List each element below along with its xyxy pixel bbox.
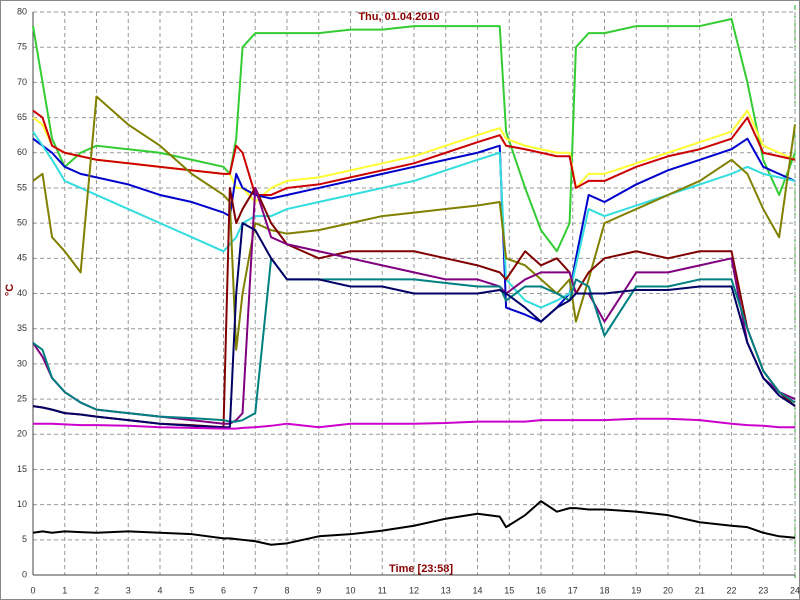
x-tick-label: 15 [504, 585, 514, 595]
y-tick-label: 55 [17, 182, 27, 192]
x-tick-label: 23 [758, 585, 768, 595]
y-tick-label: 75 [17, 42, 27, 52]
y-tick-label: 40 [17, 288, 27, 298]
x-tick-label: 11 [378, 585, 387, 595]
series-line [32, 137, 796, 323]
series-line [32, 18, 796, 253]
x-tick-label: 17 [568, 585, 578, 595]
y-tick-label: 45 [17, 253, 27, 263]
x-tick-label: 2 [94, 585, 99, 595]
x-tick-label: 3 [126, 585, 131, 595]
x-tick-label: 21 [695, 585, 705, 595]
series-line [32, 257, 796, 423]
y-tick-label: 20 [17, 429, 27, 439]
y-tick-label: 60 [17, 147, 27, 157]
x-tick-label: 19 [631, 585, 641, 595]
x-tick-label: 6 [221, 585, 226, 595]
x-tick-label: 0 [30, 585, 35, 595]
y-tick-label: 10 [17, 499, 27, 509]
y-tick-label: 70 [17, 77, 27, 87]
x-tick-label: 18 [599, 585, 609, 595]
x-tick-label: 4 [157, 585, 162, 595]
x-axis-label: Time [23:58] [389, 563, 453, 575]
x-tick-label: 22 [726, 585, 736, 595]
series-line [32, 95, 796, 351]
y-tick-label: 0 [22, 569, 27, 579]
x-tick-label: 14 [472, 585, 482, 595]
chart-title: Thu, 01.04.2010 [358, 11, 439, 23]
y-tick-label: 35 [17, 323, 27, 333]
x-tick-label: 13 [441, 585, 451, 595]
x-tick-label: 9 [316, 585, 321, 595]
y-tick-label: 5 [22, 534, 27, 544]
y-tick-label: 80 [17, 6, 27, 16]
series-line [32, 131, 796, 309]
y-tick-label: 25 [17, 393, 27, 403]
x-tick-label: 10 [345, 585, 355, 595]
series-line [32, 222, 796, 429]
series-line [32, 500, 796, 546]
x-tick-label: 5 [189, 585, 194, 595]
y-tick-label: 30 [17, 358, 27, 368]
x-tick-label: 20 [663, 585, 673, 595]
x-tick-label: 12 [409, 585, 419, 595]
y-tick-label: 65 [17, 112, 27, 122]
x-tick-label: 24 [790, 585, 800, 595]
x-tick-label: 1 [62, 585, 67, 595]
x-tick-label: 7 [253, 585, 258, 595]
x-tick-label: 8 [284, 585, 289, 595]
y-tick-label: 15 [17, 464, 27, 474]
y-tick-label: 50 [17, 218, 27, 228]
x-tick-label: 16 [536, 585, 546, 595]
series-line [32, 109, 796, 196]
y-axis-label: °C [4, 284, 16, 296]
series-line [33, 417, 795, 430]
